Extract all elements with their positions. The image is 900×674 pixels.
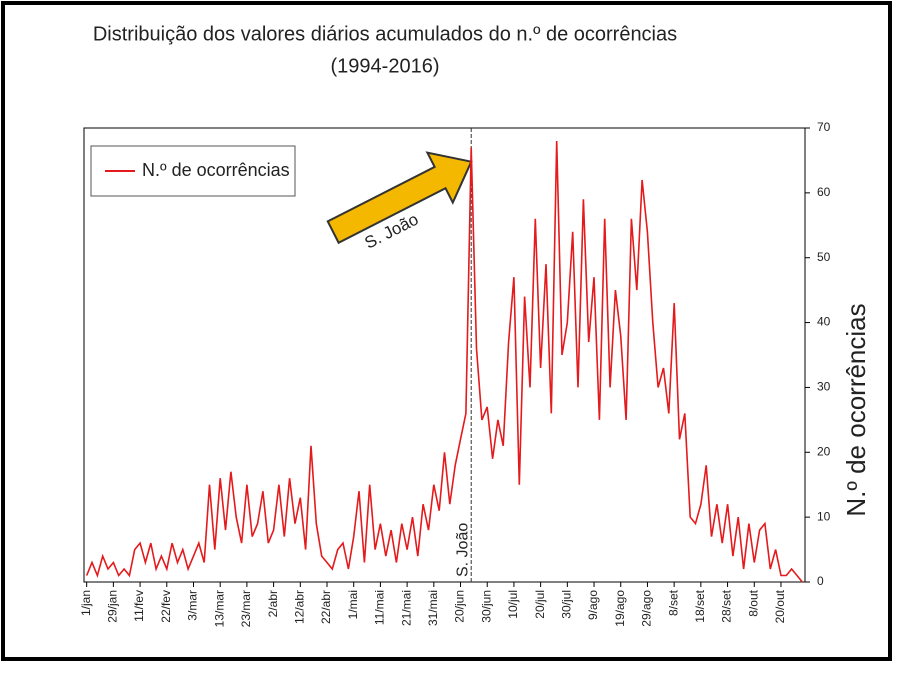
y-tick-label: 50 [817,250,831,264]
x-tick-label: 12/abr [292,590,306,624]
x-tick-label: 13/mar [212,590,226,627]
x-tick-label: 11/fev [132,590,146,622]
chart-title: Distribuição dos valores diários acumula… [93,23,677,45]
y-tick-label: 0 [817,574,824,588]
x-tick-label: 20/out [773,589,787,623]
x-tick-label: 8/out [746,589,760,616]
x-tick-label: 28/set [720,589,734,622]
x-tick-label: 31/mai [426,590,440,626]
x-tick-label: 8/set [666,589,680,616]
frame [1,1,892,661]
arrow-shape [326,151,473,245]
x-tick-label: 29/ago [640,590,654,627]
x-tick-label: 29/jan [106,590,120,623]
x-tick-label: 22/fev [159,590,173,623]
x-tick-label: 3/mar [186,590,200,621]
x-tick-label: 19/ago [613,590,627,627]
y-tick-label: 30 [817,380,831,394]
x-tick-label: 10/jul [506,590,520,619]
chart-subtitle: (1994-2016) [331,55,440,77]
x-tick-label: 22/abr [319,590,333,624]
y-tick-label: 70 [817,120,831,134]
x-tick-label: 23/mar [239,590,253,627]
x-tick-label: 2/abr [266,590,280,617]
plot-area [83,127,806,583]
series-line [85,140,803,583]
x-tick-label: 30/jun [479,590,493,623]
y-tick-label: 40 [817,315,831,329]
arrow [326,151,473,245]
y-tick-label: 10 [817,509,831,523]
x-tick-label: 18/set [693,589,707,622]
x-tick-label: 1/jan [79,590,93,616]
y-tick-label: 60 [817,185,831,199]
x-tick-label: 20/jun [453,590,467,623]
x-tick-label: 11/mai [373,590,387,625]
y-axis-label: N.º de ocorrências [841,303,871,516]
x-tick-label: 21/mai [399,590,413,626]
x-tick-label: 1/mai [346,590,360,619]
x-tick-label: 20/jul [533,590,547,619]
x-tick-label: 9/ago [586,590,600,620]
legend-label: N.º de ocorrências [142,160,290,180]
y-tick-label: 20 [817,444,831,458]
annotation-label: S. João [454,523,471,577]
x-tick-label: 30/jul [560,590,574,619]
